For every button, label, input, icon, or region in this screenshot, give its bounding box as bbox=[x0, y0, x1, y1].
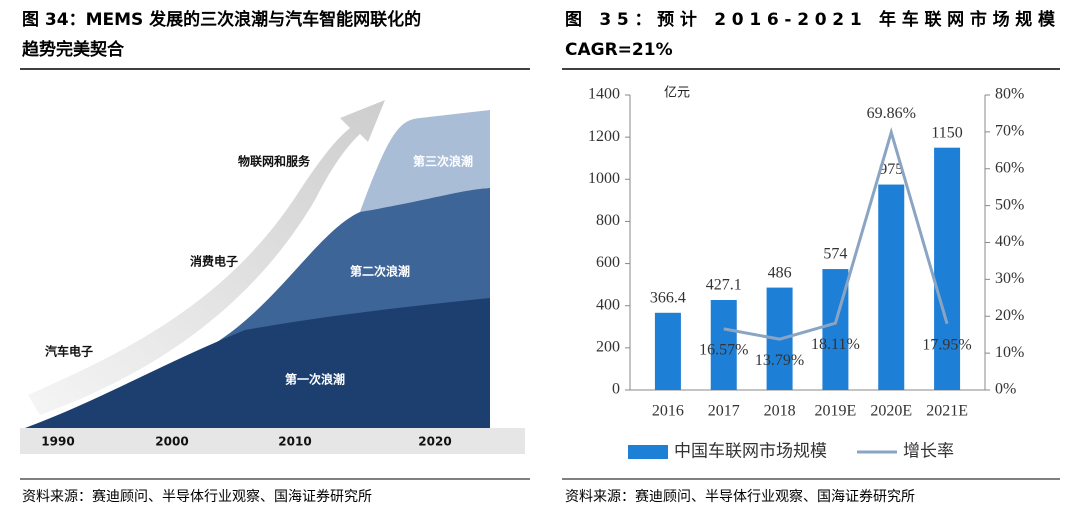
figure-title: 趋势完美契合 bbox=[22, 39, 125, 60]
y-tick-label: 600 bbox=[596, 254, 620, 271]
arrow-label: 消费电子 bbox=[190, 254, 238, 269]
year-label: 2010 bbox=[278, 435, 311, 449]
wave-label: 第一次浪潮 bbox=[285, 372, 345, 387]
x-tick-label: 2016 bbox=[652, 403, 684, 420]
value-label: 16.57% bbox=[699, 342, 748, 359]
legend-swatch bbox=[628, 445, 668, 459]
bar bbox=[934, 147, 961, 390]
y2-tick-label: 30% bbox=[995, 270, 1024, 287]
year-label: 2000 bbox=[155, 435, 188, 449]
value-label: 366.4 bbox=[650, 289, 686, 306]
chart-title: 图 35：预计 2016-2021 年车联网市场规模 bbox=[565, 9, 1056, 30]
line bbox=[723, 127, 949, 341]
value-label: 574 bbox=[823, 246, 847, 263]
wave-label: 第三次浪潮 bbox=[413, 154, 473, 169]
year-label: 2020 bbox=[418, 435, 451, 449]
y-tick-label: 800 bbox=[596, 212, 620, 229]
x-tick-label: 2019E bbox=[815, 403, 857, 420]
bar bbox=[878, 184, 905, 390]
y-tick-label: 0 bbox=[612, 381, 620, 398]
y-tick-label: 1000 bbox=[588, 170, 620, 187]
y-tick-label: 400 bbox=[596, 296, 620, 313]
x-tick-label: 2018 bbox=[764, 403, 796, 420]
y2-tick-label: 50% bbox=[995, 196, 1024, 213]
y2-tick-label: 20% bbox=[995, 307, 1024, 324]
x-tick-label: 2020E bbox=[870, 403, 912, 420]
source: 资料来源：赛迪顾问、半导体行业观察、国海证券研究所 bbox=[565, 488, 915, 505]
x-tick-label: 2021E bbox=[926, 403, 968, 420]
value-label: 975 bbox=[879, 161, 903, 178]
source: 资料来源：赛迪顾问、半导体行业观察、国海证券研究所 bbox=[22, 488, 372, 505]
arrow-label: 物联网和服务 bbox=[238, 154, 311, 169]
y2-tick-label: 70% bbox=[995, 123, 1024, 140]
y2-tick-label: 10% bbox=[995, 344, 1024, 361]
value-label: 18.11% bbox=[811, 336, 860, 353]
bar bbox=[710, 300, 737, 390]
value-label: 427.1 bbox=[706, 277, 742, 294]
legend-label: 增长率 bbox=[903, 442, 954, 462]
y2-tick-label: 0% bbox=[995, 381, 1016, 398]
value-label: 17.95% bbox=[922, 336, 971, 353]
chart-title: CAGR=21% bbox=[565, 40, 673, 60]
arrow-label: 汽车电子 bbox=[45, 344, 93, 359]
x-tick-label: 2017 bbox=[708, 403, 740, 420]
wave-illustration: 汽车电子 消费电子 物联网和服务 第一次浪潮 第二次浪潮 第三次浪潮 1990 … bbox=[20, 100, 525, 454]
wave-label: 第二次浪潮 bbox=[350, 264, 410, 279]
y-unit: 亿元 bbox=[664, 86, 690, 101]
y-tick-label: 1400 bbox=[588, 86, 620, 103]
value-label: 69.86% bbox=[867, 105, 916, 122]
bar bbox=[654, 312, 681, 390]
figure-title: 图 34：MEMS 发展的三次浪潮与汽车智能网联化的 bbox=[22, 9, 421, 30]
y-tick-label: 1200 bbox=[588, 128, 620, 145]
value-label: 13.79% bbox=[755, 352, 804, 369]
legend-label: 中国车联网市场规模 bbox=[674, 442, 827, 462]
y2-tick-label: 60% bbox=[995, 159, 1024, 176]
year-label: 1990 bbox=[41, 435, 74, 449]
value-label: 1150 bbox=[931, 124, 962, 141]
y2-tick-label: 80% bbox=[995, 86, 1024, 103]
y2-tick-label: 40% bbox=[995, 233, 1024, 250]
value-label: 486 bbox=[768, 264, 792, 281]
y-tick-label: 200 bbox=[596, 339, 620, 356]
